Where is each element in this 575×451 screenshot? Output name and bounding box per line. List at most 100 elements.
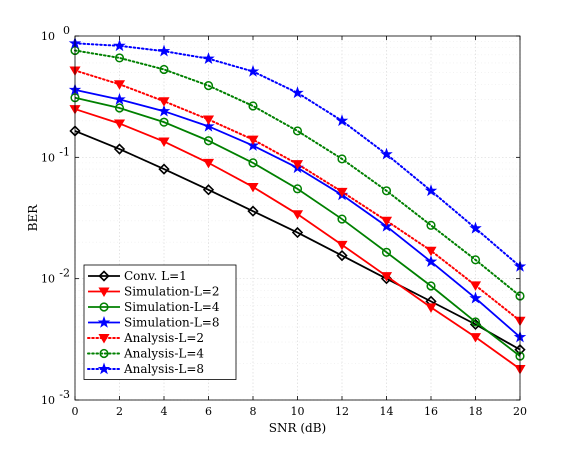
x-tick-label: 6: [205, 405, 212, 418]
x-tick-label: 2: [116, 405, 123, 418]
data-point: [158, 137, 170, 147]
data-point: [202, 119, 215, 132]
y-tick-label: 10: [41, 394, 55, 407]
data-point: [426, 281, 436, 291]
x-axis-label: SNR (dB): [269, 421, 326, 435]
data-point: [381, 186, 392, 196]
data-point: [381, 247, 392, 257]
data-point: [203, 136, 214, 146]
data-point: [159, 64, 169, 75]
legend-label: Simulation-L=8: [124, 316, 219, 330]
legend-marker: [98, 287, 110, 297]
data-point: [114, 103, 125, 113]
data-point: [336, 240, 348, 251]
data-point: [380, 272, 393, 282]
data-point: [113, 39, 126, 52]
legend-marker: [98, 270, 110, 282]
y-tick-label: 10: [41, 151, 55, 164]
x-tick-label: 4: [161, 405, 168, 418]
data-point: [469, 333, 482, 343]
legend-item: Analysis-L=4: [87, 347, 204, 361]
data-point: [470, 255, 481, 265]
legend-item: Simulation-L=8: [88, 316, 219, 330]
legend-marker: [97, 315, 111, 328]
data-point: [291, 226, 304, 239]
legend-label: Conv. L=1: [124, 269, 187, 283]
series-5: [70, 45, 525, 301]
data-point: [202, 158, 215, 169]
data-point: [113, 80, 126, 90]
legend-label: Analysis-L=2: [123, 331, 204, 345]
legend-item: Conv. L=1: [88, 269, 187, 283]
data-point: [114, 53, 125, 63]
legend-item: Analysis-L=8: [87, 362, 204, 376]
tick-layer: 0 2 4 6 8 10 12 14 16 18 20 10 -3 10 -2 10 -1 10 0: [41, 24, 527, 418]
data-point: [335, 114, 349, 127]
data-point: [291, 160, 304, 170]
data-point: [157, 44, 171, 57]
data-point: [424, 184, 438, 197]
data-point: [426, 220, 436, 230]
data-point: [248, 101, 258, 111]
data-point: [424, 255, 438, 267]
x-tick-label: 16: [424, 405, 438, 418]
legend-label: Analysis-L=4: [123, 347, 204, 361]
x-tick-label: 18: [469, 405, 483, 418]
legend-marker: [99, 348, 109, 359]
data-point: [247, 182, 259, 193]
y-tick-label: 10: [41, 30, 55, 43]
data-point: [425, 246, 437, 257]
data-point: [336, 187, 348, 198]
legend-item: Analysis-L=2: [87, 331, 204, 345]
data-point: [470, 317, 481, 327]
legend-item: Simulation-L=4: [88, 300, 220, 314]
series-line: [74, 49, 521, 297]
y-tick-exponent: -3: [59, 388, 70, 401]
data-point: [291, 86, 304, 99]
data-point: [469, 291, 482, 304]
data-point: [247, 135, 259, 146]
data-point: [202, 52, 215, 64]
data-point: [469, 281, 482, 291]
legend-label: Simulation-L=4: [124, 300, 220, 314]
data-point: [113, 119, 126, 129]
x-tick-label: 14: [380, 405, 394, 418]
y-tick-exponent: -2: [59, 267, 70, 280]
data-point: [337, 214, 347, 224]
x-tick-label: 8: [250, 405, 257, 418]
data-point: [246, 64, 260, 77]
x-tick-label: 0: [72, 405, 79, 418]
data-point: [159, 117, 169, 127]
data-point: [469, 221, 482, 234]
data-point: [157, 104, 171, 117]
data-point: [336, 249, 348, 262]
data-point: [203, 81, 214, 91]
x-tick-label: 12: [335, 405, 349, 418]
legend-label: Analysis-L=8: [123, 362, 204, 376]
data-point: [158, 163, 170, 175]
data-point: [247, 205, 259, 217]
data-point: [248, 158, 258, 168]
data-point: [380, 216, 393, 227]
legend-marker: [98, 334, 110, 344]
data-point: [292, 184, 303, 194]
y-tick-label: 10: [41, 273, 55, 286]
data-point: [380, 147, 393, 160]
y-tick-exponent: -1: [59, 145, 70, 158]
series-2: [70, 93, 525, 361]
series-line: [74, 130, 521, 351]
legend-label: Simulation-L=2: [124, 285, 219, 299]
legend-marker: [99, 302, 109, 312]
data-point: [292, 126, 303, 136]
y-tick-exponent: 0: [63, 24, 70, 37]
series-line: [74, 96, 521, 357]
data-point: [202, 115, 215, 125]
legend-item: Simulation-L=2: [88, 285, 219, 299]
data-point: [291, 210, 304, 220]
y-axis-label: BER: [26, 204, 40, 232]
x-tick-label: 10: [291, 405, 305, 418]
data-point: [113, 143, 126, 155]
